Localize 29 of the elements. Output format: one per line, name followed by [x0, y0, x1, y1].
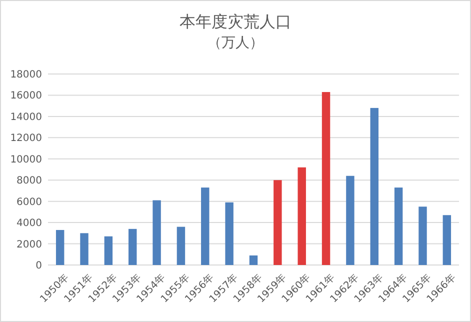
y-tick-label: 16000	[10, 90, 42, 102]
y-tick-label: 2000	[16, 239, 42, 250]
bar	[225, 202, 234, 265]
chart-subtitle: （万人）	[208, 35, 264, 51]
bar	[104, 236, 113, 265]
y-tick-label: 18000	[10, 70, 42, 80]
bar	[176, 226, 186, 265]
bar	[370, 108, 378, 265]
y-tick-label: 6000	[16, 196, 42, 208]
bar	[418, 206, 427, 265]
y-tick-label: 0	[36, 260, 42, 272]
bar	[298, 167, 306, 265]
bar	[128, 228, 137, 265]
bar	[152, 200, 161, 265]
bar	[56, 230, 64, 265]
bar	[394, 188, 403, 265]
bar	[201, 188, 210, 265]
y-tick-label: 10000	[10, 154, 42, 166]
y-tick-label: 8000	[16, 176, 42, 187]
chart-title: 本年度灾荒人口	[180, 12, 292, 31]
y-tick-label: 12000	[10, 133, 42, 144]
y-tick-label: 14000	[10, 112, 42, 123]
y-tick-label: 4000	[16, 218, 42, 230]
bar	[322, 92, 330, 265]
bar	[442, 215, 452, 265]
bar	[274, 180, 282, 265]
bar	[80, 233, 88, 265]
bar	[249, 255, 258, 265]
bar	[346, 176, 354, 265]
